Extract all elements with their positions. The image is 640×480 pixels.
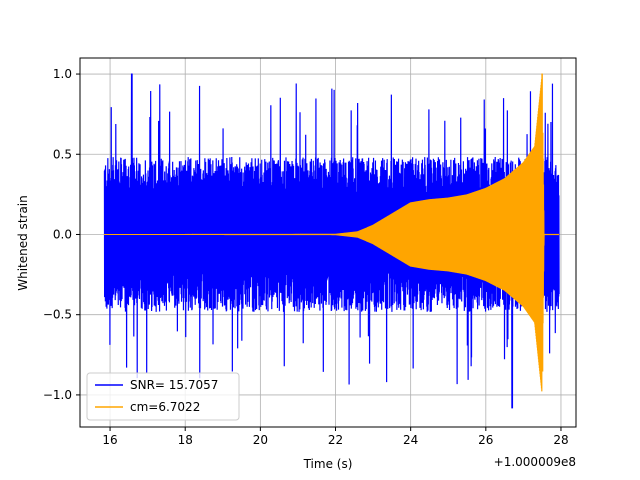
y-tick-label: 0.0 — [53, 227, 72, 241]
y-axis-label: Whitened strain — [16, 195, 30, 291]
legend-label-snr: SNR= 15.7057 — [130, 378, 218, 392]
legend-label-cm: cm=6.7022 — [130, 400, 200, 414]
y-axis-ticks: −1.0 −0.5 0.0 0.5 1.0 — [43, 67, 80, 402]
x-tick-label: 24 — [403, 433, 418, 447]
legend: SNR= 15.7057 cm=6.7022 — [86, 372, 240, 421]
series-line-cm — [103, 73, 560, 392]
y-tick-label: 0.5 — [53, 147, 72, 161]
x-axis-ticks: 16 18 20 22 24 26 28 — [102, 427, 569, 447]
x-tick-label: 18 — [178, 433, 193, 447]
x-tick-label: 16 — [102, 433, 117, 447]
x-tick-label: 20 — [253, 433, 268, 447]
x-tick-label: 28 — [553, 433, 568, 447]
y-tick-label: −0.5 — [43, 308, 72, 322]
series-cm-line — [103, 73, 560, 392]
x-axis-offset-label: +1.000009e8 — [494, 455, 576, 469]
legend-box — [86, 372, 240, 421]
y-tick-label: −1.0 — [43, 388, 72, 402]
plot-frame — [79, 57, 577, 428]
x-axis-label: Time (s) — [303, 457, 353, 471]
y-tick-label: 1.0 — [53, 67, 72, 81]
x-tick-label: 26 — [478, 433, 493, 447]
x-tick-label: 22 — [328, 433, 343, 447]
